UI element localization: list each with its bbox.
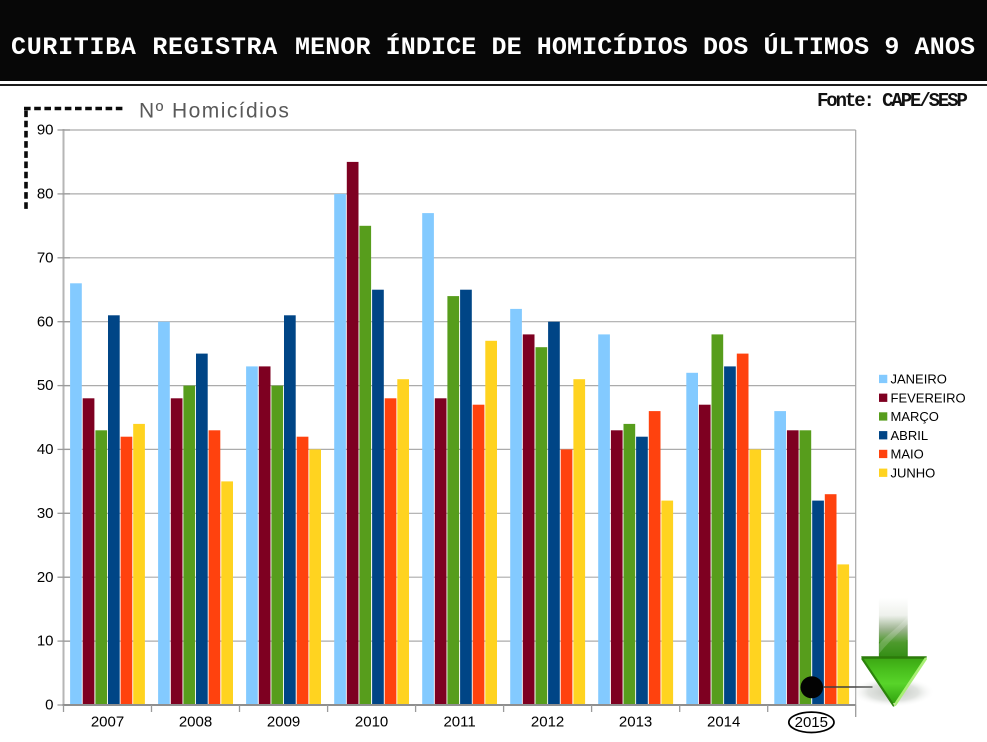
svg-text:80: 80 (37, 186, 54, 203)
svg-text:50: 50 (37, 377, 54, 394)
svg-text:JUNHO: JUNHO (891, 465, 936, 480)
svg-text:ABRIL: ABRIL (891, 428, 929, 443)
svg-text:2013: 2013 (619, 714, 652, 731)
svg-text:2012: 2012 (531, 714, 564, 731)
svg-text:10: 10 (37, 633, 54, 650)
svg-text:2008: 2008 (179, 714, 212, 731)
svg-text:60: 60 (37, 313, 54, 330)
svg-text:2010: 2010 (355, 714, 388, 731)
svg-text:90: 90 (37, 122, 54, 139)
svg-text:20: 20 (37, 569, 54, 586)
svg-text:2011: 2011 (443, 714, 475, 731)
svg-text:0: 0 (45, 697, 53, 714)
svg-text:MARÇO: MARÇO (891, 409, 939, 424)
svg-text:Nº Homicídios: Nº Homicídios (139, 100, 290, 123)
svg-text:30: 30 (37, 505, 54, 522)
svg-text:2014: 2014 (707, 714, 740, 731)
svg-text:MAIO: MAIO (891, 447, 924, 462)
svg-text:70: 70 (37, 249, 54, 266)
svg-text:2009: 2009 (267, 714, 300, 731)
svg-text:40: 40 (37, 441, 54, 458)
svg-text:JANEIRO: JANEIRO (891, 372, 947, 387)
svg-text:2015: 2015 (795, 714, 828, 731)
svg-text:2007: 2007 (91, 714, 124, 731)
svg-text:FEVEREIRO: FEVEREIRO (891, 390, 966, 405)
